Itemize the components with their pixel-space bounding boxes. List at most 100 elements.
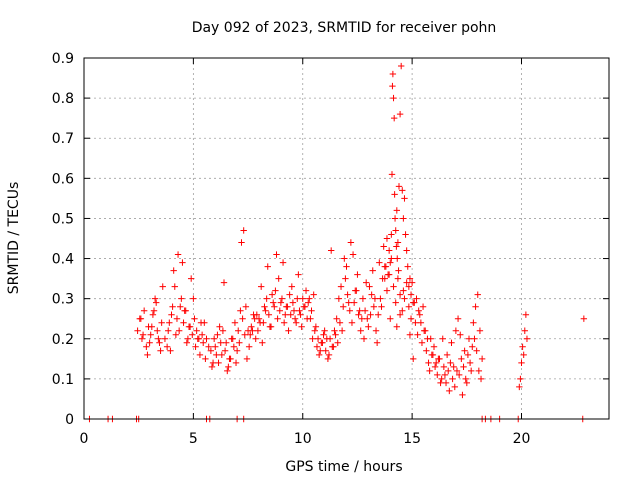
y-tick-label: 0.3 xyxy=(52,292,74,308)
data-point xyxy=(451,383,458,391)
data-point xyxy=(299,295,306,302)
data-point xyxy=(152,299,160,306)
data-point xyxy=(287,311,294,318)
data-point xyxy=(424,335,431,342)
data-point xyxy=(445,367,452,375)
data-point xyxy=(394,239,402,246)
data-point xyxy=(390,114,398,122)
data-point xyxy=(349,251,357,258)
data-point xyxy=(244,327,252,334)
data-point xyxy=(432,359,440,367)
data-point xyxy=(217,339,224,346)
data-point xyxy=(372,327,380,334)
data-point xyxy=(376,259,383,266)
data-point xyxy=(446,387,453,395)
data-point xyxy=(224,367,231,375)
data-point xyxy=(146,339,153,346)
data-point xyxy=(278,295,286,302)
data-point xyxy=(401,295,408,302)
data-point xyxy=(401,195,408,202)
data-point xyxy=(290,307,298,314)
data-point xyxy=(173,315,181,322)
data-point xyxy=(159,283,166,290)
data-point xyxy=(240,227,247,234)
data-point xyxy=(450,363,457,371)
data-point xyxy=(190,295,197,302)
data-point xyxy=(219,327,227,334)
data-point xyxy=(399,187,406,194)
data-point xyxy=(233,347,241,355)
data-point xyxy=(517,375,524,383)
data-point xyxy=(324,355,332,363)
data-point xyxy=(406,275,414,282)
data-point xyxy=(387,259,394,266)
grid xyxy=(84,58,609,419)
data-point xyxy=(367,311,374,318)
data-point xyxy=(404,263,411,270)
data-point xyxy=(518,359,525,367)
data-point xyxy=(382,263,390,270)
data-point xyxy=(292,319,300,326)
data-point xyxy=(255,315,263,322)
data-point xyxy=(257,283,265,290)
data-point xyxy=(403,247,410,254)
data-point xyxy=(522,311,530,318)
data-point xyxy=(168,311,175,318)
data-point xyxy=(147,331,154,338)
data-point xyxy=(266,323,274,330)
data-point xyxy=(477,375,485,383)
data-point xyxy=(341,255,348,262)
data-point xyxy=(330,343,337,350)
data-point xyxy=(388,171,396,178)
data-point xyxy=(273,251,280,258)
data-point xyxy=(346,307,353,314)
data-point xyxy=(415,307,422,314)
data-point xyxy=(520,351,527,359)
data-point xyxy=(277,299,285,306)
data-point xyxy=(227,355,234,363)
data-point xyxy=(393,207,401,214)
data-point xyxy=(202,355,209,363)
data-point xyxy=(417,319,425,326)
data-point xyxy=(151,295,159,302)
data-point xyxy=(180,319,187,326)
data-point xyxy=(170,267,177,274)
data-point xyxy=(408,279,416,286)
data-point xyxy=(332,331,339,338)
data-point xyxy=(355,311,362,318)
data-point xyxy=(196,351,204,359)
data-point xyxy=(461,347,468,355)
data-point xyxy=(216,323,223,330)
data-point xyxy=(192,343,199,350)
data-point xyxy=(453,367,461,375)
data-point xyxy=(222,339,230,346)
data-point xyxy=(392,227,399,234)
data-point xyxy=(239,315,246,322)
data-point xyxy=(319,339,326,346)
data-point xyxy=(200,339,207,346)
data-point xyxy=(396,110,404,118)
data-point xyxy=(523,335,531,342)
data-point xyxy=(378,303,385,310)
y-tick-label: 0.6 xyxy=(52,171,74,187)
x-axis-label: GPS time / hours xyxy=(285,459,402,475)
data-point xyxy=(203,335,210,342)
data-point xyxy=(343,263,350,270)
data-point xyxy=(467,367,475,375)
data-point xyxy=(391,191,398,198)
data-point xyxy=(434,371,441,379)
data-point xyxy=(460,363,467,371)
data-point xyxy=(139,331,147,338)
y-tick-label: 0.1 xyxy=(52,372,74,388)
x-tick-label: 5 xyxy=(189,431,198,447)
y-axis-label: SRMTID / TECUs xyxy=(6,182,22,295)
data-point xyxy=(172,331,180,338)
data-point xyxy=(466,359,474,367)
data-point xyxy=(144,351,151,359)
data-point xyxy=(370,303,378,310)
data-point xyxy=(274,315,281,322)
data-point xyxy=(458,355,465,363)
data-point xyxy=(358,315,366,322)
data-point xyxy=(148,323,156,330)
data-point xyxy=(459,391,466,399)
